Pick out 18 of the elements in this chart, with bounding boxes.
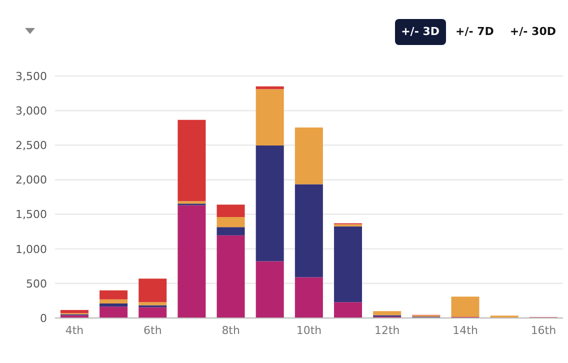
y-tick-label: 1,000 <box>16 242 47 256</box>
x-tick-label: 8th <box>222 324 240 337</box>
y-tick-label: 1,500 <box>16 208 47 222</box>
x-tick-label: 10th <box>296 324 322 337</box>
y-tick-label: 3,000 <box>16 104 47 118</box>
y-tick-label: 2,500 <box>16 139 47 152</box>
y-tick-label: 3,500 <box>16 70 47 83</box>
x-tick-label: 12th <box>374 324 400 337</box>
text: +/- 7D <box>454 24 495 40</box>
x-tick-label: 14th <box>452 324 478 337</box>
text: +/- 30D <box>508 24 557 40</box>
x-tick-label: 16th <box>530 324 556 337</box>
text: +/- 3D <box>395 19 446 45</box>
x-tick-label: 6th <box>144 324 162 337</box>
y-tick-label: 500 <box>26 277 47 290</box>
y-tick-label: 2,000 <box>16 174 47 187</box>
y-tick-label: 0 <box>40 312 47 325</box>
x-tick-label: 4th <box>65 324 84 337</box>
